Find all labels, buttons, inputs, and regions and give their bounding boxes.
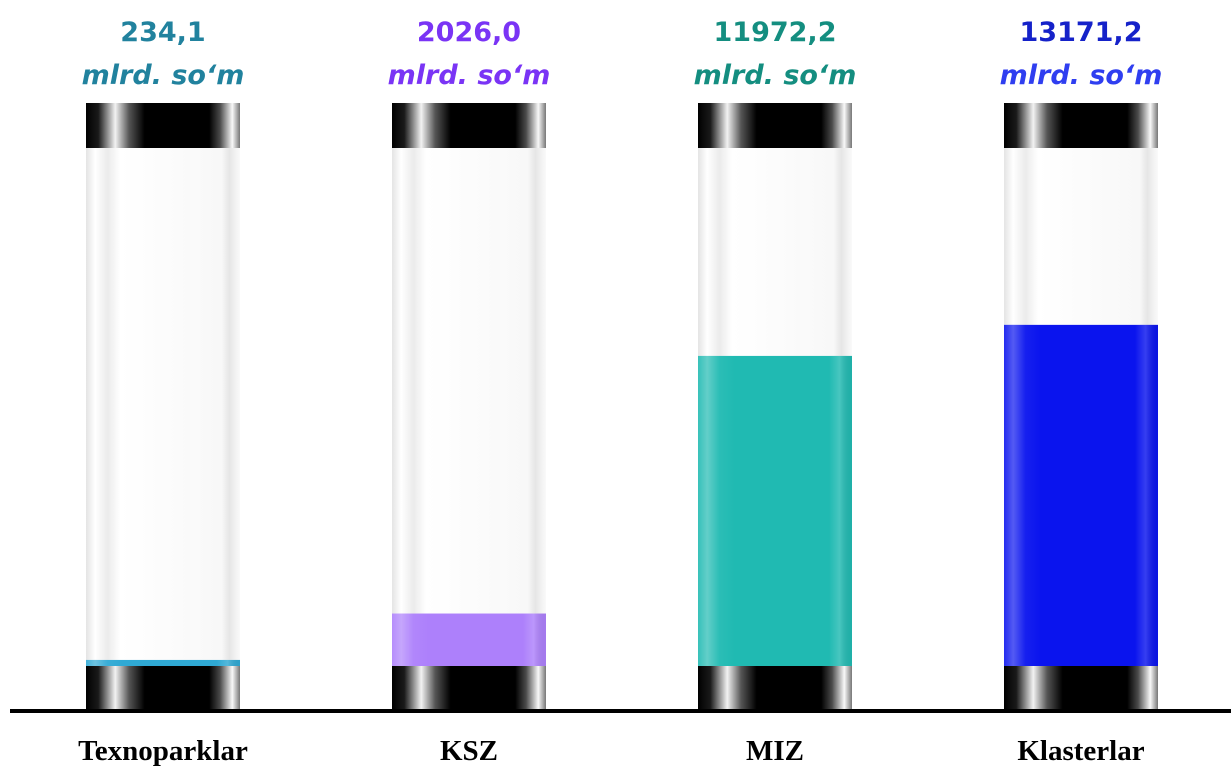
tube-cap-top — [1004, 103, 1158, 148]
bar-fill-shine — [392, 613, 546, 666]
bar-fill-shine — [86, 659, 240, 666]
bar-klasterlar — [1004, 103, 1158, 710]
bar-fill-shine — [1004, 324, 1158, 666]
value-label: 2026,0 — [417, 17, 521, 48]
bar-texnoparklar — [86, 103, 240, 710]
category-label: KSZ — [440, 735, 498, 767]
value-label: 234,1 — [120, 17, 205, 48]
unit-label: mlrd. so‘m — [82, 60, 245, 91]
tube-cap-top — [698, 103, 852, 148]
unit-label: mlrd. so‘m — [1000, 60, 1163, 91]
value-label: 11972,2 — [714, 17, 837, 48]
unit-label: mlrd. so‘m — [388, 60, 551, 91]
tube-cap-top — [392, 103, 546, 148]
category-label: Texnoparklar — [78, 735, 248, 767]
tube-cap-bottom — [698, 666, 852, 710]
category-label: Klasterlar — [1017, 735, 1144, 767]
bar-miz — [698, 103, 852, 710]
tube-cap-top — [86, 103, 240, 148]
value-label: 13171,2 — [1020, 17, 1143, 48]
bar-ksz — [392, 103, 546, 710]
bar-fill-shine — [698, 355, 852, 666]
category-label: MIZ — [746, 735, 804, 767]
tube-glass — [392, 148, 546, 666]
unit-label: mlrd. so‘m — [694, 60, 857, 91]
tube-glass — [86, 148, 240, 666]
bars-layer — [86, 103, 1158, 710]
tube-cap-bottom — [1004, 666, 1158, 710]
labels-layer: 234,1 mlrd. so‘m Texnoparklar 2026,0 mlrd. s… — [78, 17, 1162, 767]
tube-cap-bottom — [86, 666, 240, 710]
tube-cap-bottom — [392, 666, 546, 710]
